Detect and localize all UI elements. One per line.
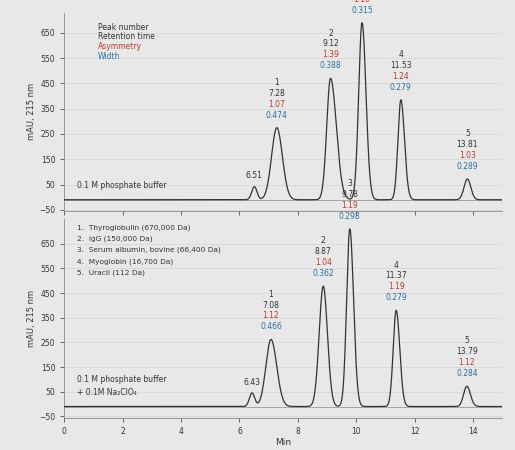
Text: 7.08: 7.08 <box>263 301 280 310</box>
Text: 13.81: 13.81 <box>457 140 478 149</box>
Text: 0.284: 0.284 <box>456 369 477 378</box>
Text: 6.51: 6.51 <box>246 171 263 180</box>
Text: 11.37: 11.37 <box>385 271 407 280</box>
Text: 6.43: 6.43 <box>244 378 261 387</box>
Text: 0.315: 0.315 <box>351 6 373 15</box>
Text: 5: 5 <box>465 337 469 346</box>
Text: 0.466: 0.466 <box>260 322 282 331</box>
Text: 0.362: 0.362 <box>313 269 334 278</box>
Text: 1.12: 1.12 <box>458 358 475 367</box>
Text: 1: 1 <box>274 78 279 87</box>
Text: 1.19: 1.19 <box>341 201 358 210</box>
Text: 2.  IgG (150,000 Da): 2. IgG (150,000 Da) <box>77 235 152 242</box>
Text: 4: 4 <box>399 50 403 59</box>
Text: 9.12: 9.12 <box>322 40 339 49</box>
Text: Retention time: Retention time <box>98 32 155 41</box>
Text: 1: 1 <box>269 290 273 299</box>
Text: 0.474: 0.474 <box>266 111 288 120</box>
Text: 1.24: 1.24 <box>392 72 409 81</box>
Text: 5: 5 <box>465 129 470 138</box>
Text: 2: 2 <box>328 28 333 37</box>
Text: 7.28: 7.28 <box>268 89 285 98</box>
Y-axis label: mAU, 215 nm: mAU, 215 nm <box>27 83 37 140</box>
Text: 9.78: 9.78 <box>341 190 358 199</box>
Y-axis label: mAU, 215 nm: mAU, 215 nm <box>27 290 37 347</box>
Text: 0.388: 0.388 <box>320 61 341 70</box>
Text: 1.07: 1.07 <box>268 99 285 108</box>
Text: 0.1 M phosphate buffer: 0.1 M phosphate buffer <box>77 180 166 189</box>
Text: 1.04: 1.04 <box>315 258 332 267</box>
Text: 2: 2 <box>321 236 325 245</box>
Text: 1.03: 1.03 <box>459 151 476 160</box>
Text: 5.  Uracil (112 Da): 5. Uracil (112 Da) <box>77 270 145 276</box>
Text: Asymmetry: Asymmetry <box>98 42 142 51</box>
X-axis label: Min: Min <box>275 438 291 447</box>
Text: 1.  Thyroglobulin (670,000 Da): 1. Thyroglobulin (670,000 Da) <box>77 224 190 230</box>
Text: 4: 4 <box>394 261 399 270</box>
Text: 0.298: 0.298 <box>339 212 360 221</box>
Text: 0.289: 0.289 <box>457 162 478 171</box>
Text: 4.  Myoglobin (16,700 Da): 4. Myoglobin (16,700 Da) <box>77 258 173 265</box>
Text: 0.1 M phosphate buffer
+ 0.1M Na₂ClO₄: 0.1 M phosphate buffer + 0.1M Na₂ClO₄ <box>77 375 166 396</box>
Text: Peak number: Peak number <box>98 22 148 32</box>
Text: 13.79: 13.79 <box>456 347 478 356</box>
Text: Width: Width <box>98 52 121 61</box>
Text: 1.39: 1.39 <box>322 50 339 59</box>
Text: 0.279: 0.279 <box>385 293 407 302</box>
Text: 3.  Serum albumin, bovine (66,400 Da): 3. Serum albumin, bovine (66,400 Da) <box>77 247 220 253</box>
Text: 1.12: 1.12 <box>263 311 279 320</box>
Text: 11.53: 11.53 <box>390 61 411 70</box>
Text: 1.19: 1.19 <box>388 283 405 292</box>
Text: 3: 3 <box>347 179 352 188</box>
Text: 0.279: 0.279 <box>390 83 411 92</box>
Text: 8.87: 8.87 <box>315 248 332 256</box>
Text: 1.16: 1.16 <box>354 0 370 4</box>
